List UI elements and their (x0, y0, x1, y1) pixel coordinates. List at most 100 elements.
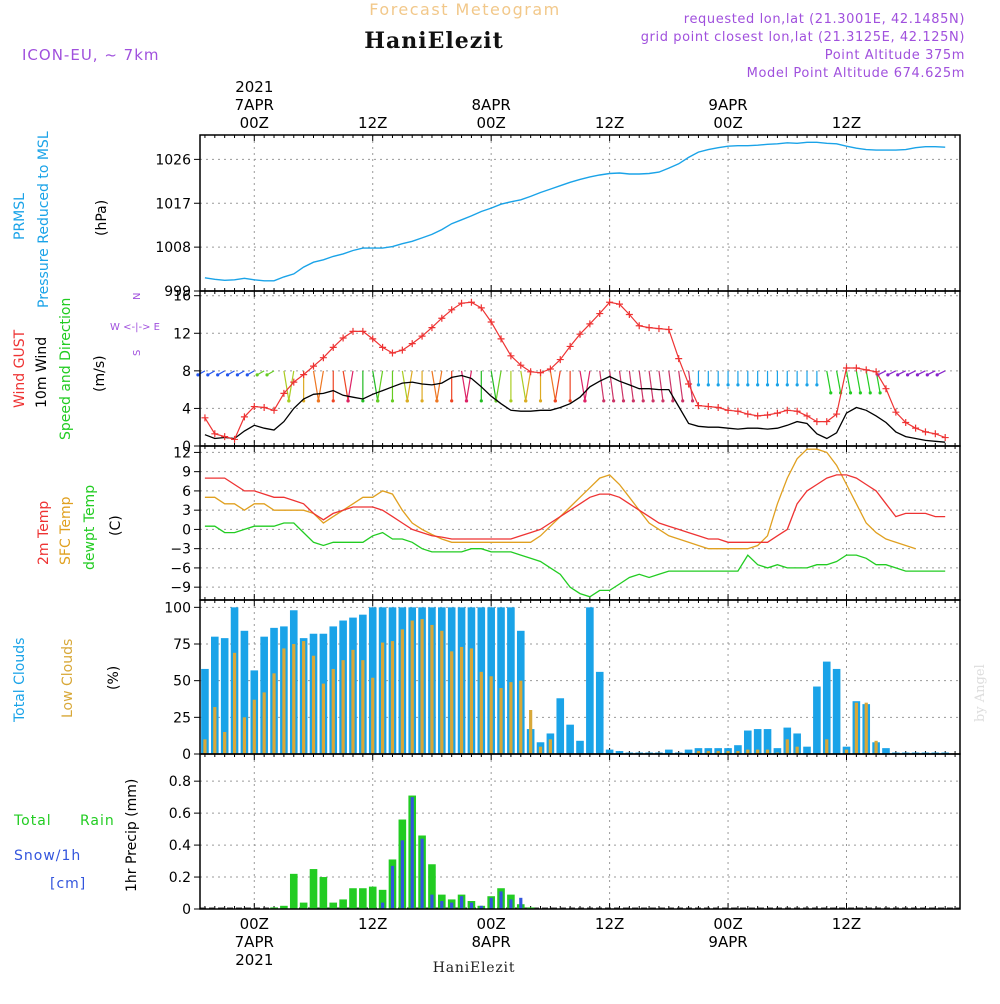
wind-direction-arrow (490, 370, 497, 401)
gust-marker (537, 369, 545, 377)
total-cloud-bar (507, 607, 515, 754)
low-cloud-bar (341, 660, 345, 754)
precip-unit: 1hr Precip (mm) (124, 779, 140, 892)
temp-label-dew: dewpt Temp (82, 485, 98, 570)
wind-arrow-head (868, 391, 872, 395)
low-cloud-bar (746, 749, 750, 754)
gust-marker (467, 298, 475, 306)
wind-arrow-head (815, 383, 819, 387)
gust-marker (773, 409, 781, 417)
wind-panel: 0 4 8 12 16 (173, 289, 961, 455)
wind-arrow-head (206, 373, 210, 377)
gust-marker (941, 434, 949, 442)
wind-label-dir: Speed and Direction (58, 298, 74, 440)
wind-direction-arrow (372, 370, 379, 401)
rain-bar (368, 886, 377, 909)
wind-direction-arrow (826, 370, 832, 393)
wind-arrow-head (524, 399, 528, 403)
panel-border (199, 753, 961, 910)
low-cloud-bar (223, 732, 227, 754)
gust-marker (458, 299, 466, 307)
total-cloud-bar (753, 729, 762, 754)
low-cloud-bar (765, 749, 770, 754)
wind-arrow-head (690, 399, 695, 403)
rain-bar (280, 905, 288, 909)
low-cloud-bar (825, 739, 829, 754)
snow-bar (380, 902, 385, 909)
precip-label-rain: Rain (80, 813, 115, 829)
gust-marker (714, 403, 722, 411)
total-cloud-bar (576, 740, 584, 754)
gust-marker (349, 327, 357, 335)
y-tick-label: 12 (173, 445, 191, 461)
low-cloud-bar (509, 682, 513, 754)
gust-marker (527, 368, 535, 376)
top-time-label: 12Z (595, 114, 624, 132)
total-cloud-bar (734, 745, 742, 754)
low-cloud-bar (420, 619, 424, 754)
gust-marker (369, 335, 377, 343)
gust-marker (655, 325, 663, 333)
gust-marker (398, 346, 406, 354)
y-tick-label: 100 (164, 600, 191, 616)
wind-arrow-head (331, 399, 335, 403)
cloud-unit: (%) (106, 666, 122, 690)
low-cloud-bar (795, 746, 799, 754)
wind-arrow-head (805, 383, 809, 387)
gust-marker (448, 306, 456, 314)
low-cloud-bar (499, 688, 503, 754)
gust-marker (201, 414, 209, 422)
total-cloud-bar (773, 748, 782, 754)
y-tick-label: 0 (182, 522, 191, 538)
gust-marker (379, 343, 387, 351)
wind-arrow-head (316, 399, 320, 403)
low-cloud-bar (371, 677, 375, 754)
top-time-label: 00Z (240, 114, 269, 132)
rain-bar (339, 899, 347, 909)
temp-labels: 2m Temp SFC Temp dewpt Temp (C) (36, 485, 124, 570)
total-cloud-bar (201, 668, 209, 754)
wind-direction-arrow (658, 370, 664, 401)
wind-direction-arrow (312, 370, 320, 401)
precip-label-snow: Snow/1h (14, 848, 81, 864)
gust-marker (546, 365, 554, 373)
low-cloud-bar (785, 739, 789, 754)
low-cloud-bar (696, 751, 701, 754)
rain-bar (270, 907, 278, 909)
gust-marker (921, 428, 929, 436)
wind-arrow-head (509, 399, 513, 403)
chart-title: Forecast Meteogram (369, 0, 560, 19)
top-time-label: 12Z (832, 114, 861, 132)
gust-marker (388, 349, 396, 357)
y-tick-label: −3 (170, 542, 191, 558)
rain-bar (378, 889, 387, 909)
wind-arrow-head (568, 399, 572, 403)
wind-arrow-head (602, 399, 606, 403)
gust-marker (221, 433, 229, 441)
snow-bar (440, 901, 444, 909)
total-cloud-bar (240, 630, 249, 754)
wind-direction-arrow (406, 370, 413, 401)
gust-marker (250, 403, 258, 411)
bottom-time-label: 12Z (832, 915, 861, 933)
bottom-time-label: 12Z (358, 915, 387, 933)
wind-arrow-head (746, 383, 750, 387)
low-cloud-bar (716, 751, 720, 754)
low-cloud-bar (262, 692, 266, 754)
y-tick-label: 1017 (155, 196, 191, 212)
gust-marker (260, 403, 268, 411)
low-cloud-bar (252, 699, 256, 754)
y-tick-label: 0 (182, 747, 191, 763)
total-cloud-bar (220, 638, 229, 754)
wind-arrow-head (756, 383, 760, 387)
wind-arrow-head (726, 383, 730, 387)
wind-labels: Wind GUST 10m Wind Speed and Direction (… (12, 293, 160, 440)
y-tick-label: 1008 (155, 240, 191, 256)
total-cloud-bar (743, 730, 752, 754)
wind-arrow-head (405, 399, 409, 403)
panel-border (199, 445, 961, 601)
bottom-time-label: 9APR (708, 933, 747, 951)
wind-arrow-head (621, 399, 626, 403)
